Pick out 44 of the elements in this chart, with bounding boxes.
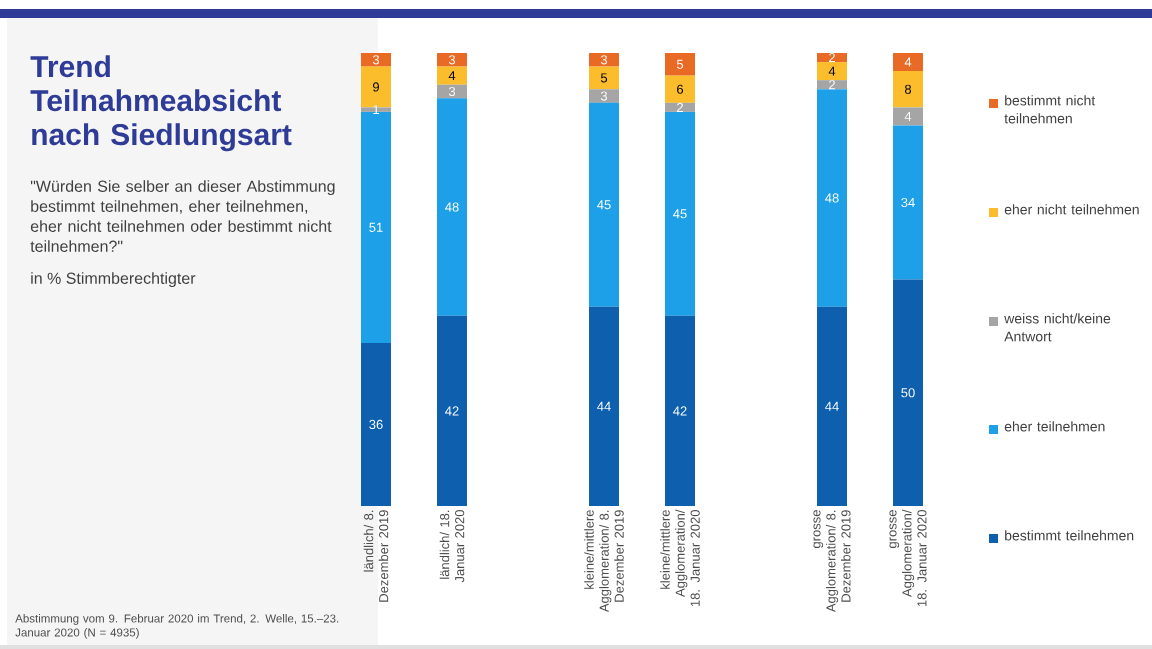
data-label: 44: [825, 401, 839, 411]
x-tick-label: grosse Agglomeration/ 8. Dezember 2019: [813, 510, 851, 613]
data-label: 34: [901, 197, 915, 208]
data-label: 48: [825, 193, 839, 203]
data-label: 42: [445, 406, 459, 416]
legend-label: bestimmt nicht teilnehmen: [1004, 95, 1096, 124]
data-label: 3: [448, 86, 456, 97]
text: "Würden Sie selber an dieser Abstimmung bestimmt teilnehmen, eher teilnehmen, eher nicht teilnehmen oder bestimmt nicht teilnehmen?": [30, 180, 335, 252]
data-label: 2: [829, 80, 835, 90]
x-tick-label: ländlich/ 8. Dezember 2019: [363, 510, 389, 602]
x-tick-label: kleine/mittlere Agglomeration/ 8. Dezember 2019: [584, 510, 624, 613]
data-label: 3: [372, 55, 380, 65]
data-label: 4: [828, 66, 836, 76]
data-label: 4: [448, 71, 456, 81]
x-tick-label: grosse Agglomeration/ 18. Januar 2020: [889, 509, 927, 607]
data-label: 2: [829, 52, 835, 63]
data-label: 9: [373, 82, 380, 92]
data-label: 48: [445, 202, 459, 212]
data-label: 2: [677, 102, 683, 112]
data-label: 4: [904, 111, 912, 121]
legend-label: eher nicht teilnehmen: [1004, 204, 1139, 215]
data-label: 44: [597, 401, 611, 411]
x-tick-label: ländlich/ 18. Januar 2020: [439, 510, 465, 583]
legend-label: eher teilnehmen: [1004, 421, 1105, 432]
data-label: 45: [673, 209, 687, 219]
text: Abstimmung vom 9. Februar 2020 im Trend, 2. Welle, 15.–23. Januar 2020 (N = 4935): [15, 614, 339, 639]
data-label: 42: [673, 406, 687, 416]
legend-label: weiss nicht/keine Antwort: [1004, 313, 1111, 342]
data-label: 8: [904, 84, 912, 94]
data-label: 50: [901, 388, 915, 398]
data-label: 5: [676, 59, 684, 69]
data-label: 45: [597, 200, 611, 210]
data-label: 3: [600, 91, 608, 101]
data-label: 3: [600, 55, 608, 65]
text: in % Stimmberechtigter: [31, 272, 196, 288]
data-label: 3: [448, 55, 456, 65]
data-label: 6: [677, 84, 684, 94]
x-tick-label: kleine/mittlere Agglomeration/ 18. Januar 2020: [660, 509, 700, 607]
data-label: 4: [904, 57, 912, 67]
data-label: 36: [369, 419, 383, 430]
text: Trend Teilnahmeabsicht nach Siedlungsart: [30, 55, 292, 152]
legend-label: bestimmt teilnehmen: [1005, 530, 1134, 541]
data-label: 51: [369, 222, 383, 232]
data-label: 5: [600, 73, 608, 83]
